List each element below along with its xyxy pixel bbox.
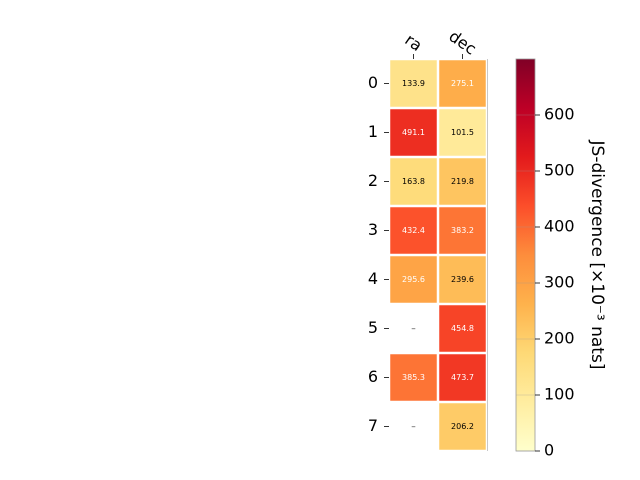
row-label: 5 — [368, 318, 378, 337]
cell-value-label: 385.3 — [402, 373, 425, 382]
heatmap-cell — [390, 354, 437, 401]
row-label: 7 — [368, 416, 378, 435]
cell-value-label: 432.4 — [402, 226, 425, 235]
cell-value-label: 163.8 — [402, 177, 425, 186]
cell-value-label: 473.7 — [451, 373, 474, 382]
cell-value-label: 219.8 — [451, 177, 474, 186]
row-label: 3 — [368, 220, 378, 239]
cell-value-label: 491.1 — [402, 128, 425, 137]
row-labels: 0 1 2 3 4 5 6 7 — [368, 73, 389, 435]
cell-missing-label: – — [411, 324, 416, 334]
heatmap-cell — [390, 158, 437, 205]
column-label: ra — [401, 30, 425, 55]
colorbar-tick-label: 100 — [544, 385, 575, 404]
heatmap-cell — [390, 60, 437, 107]
colorbar-gradient — [515, 58, 536, 452]
row-label: 1 — [368, 122, 378, 141]
cell-value-label: 275.1 — [451, 79, 474, 88]
heatmap-cells: 133.9 275.1 491.1 101.5 163.8 219.8 432.4 383.2… — [390, 59, 488, 451]
heatmap-cell — [439, 354, 486, 401]
heatmap-cell — [439, 256, 486, 303]
cell-value-label: 239.6 — [451, 275, 474, 284]
row-label: 0 — [368, 73, 378, 92]
heatmap-cell — [390, 109, 437, 156]
row-label: 4 — [368, 269, 378, 288]
heatmap-cell — [390, 256, 437, 303]
heatmap-cell — [439, 403, 486, 450]
heatmap-cell — [439, 60, 486, 107]
heatmap-cell — [439, 207, 486, 254]
colorbar-label: JS-divergence [×10⁻³ nats] — [587, 140, 607, 370]
colorbar-tick-label: 200 — [544, 329, 575, 348]
colorbar-tick-label: 400 — [544, 217, 575, 236]
row-label: 6 — [368, 367, 378, 386]
cell-missing-label: – — [411, 422, 416, 432]
heatmap-cell — [439, 305, 486, 352]
cell-value-label: 383.2 — [451, 226, 474, 235]
cell-value-label: 206.2 — [451, 422, 474, 431]
colorbar-tick-label: 0 — [544, 441, 554, 460]
colorbar: 0 100 200 300 400 500 600 JS-divergence [×10⁻³… — [515, 58, 607, 460]
cell-value-label: 101.5 — [451, 128, 474, 137]
colorbar-tick-label: 500 — [544, 161, 575, 180]
colorbar-tick-label: 600 — [544, 105, 575, 124]
column-label: dec — [445, 26, 479, 58]
column-labels: ra dec — [401, 26, 480, 59]
heatmap-cell — [390, 207, 437, 254]
cell-value-label: 454.8 — [451, 324, 474, 333]
colorbar-ticks: 0 100 200 300 400 500 600 — [516, 105, 575, 460]
row-label: 2 — [368, 171, 378, 190]
cell-value-label: 295.6 — [402, 275, 425, 284]
colorbar-tick-label: 300 — [544, 273, 575, 292]
heatmap-cell — [439, 109, 486, 156]
heatmap-cell — [439, 158, 486, 205]
cell-value-label: 133.9 — [402, 79, 425, 88]
